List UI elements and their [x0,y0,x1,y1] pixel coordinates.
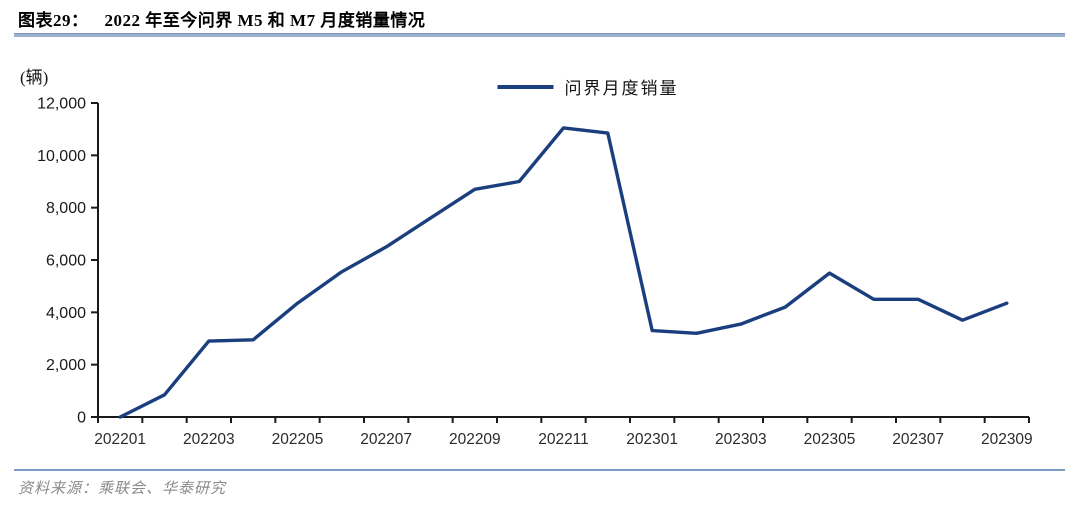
figure-title: 2022 年至今问界 M5 和 M7 月度销量情况 [104,11,426,30]
title-divider [14,33,1065,37]
legend-label: 问界月度销量 [564,79,679,98]
x-axis-tick-label: 202207 [360,431,412,448]
sales-line-series [118,126,1009,419]
source-note: 资料来源：乘联会、华泰研究 [18,481,227,497]
x-axis-tick-label: 202201 [94,431,146,448]
footer-divider [14,469,1065,471]
y-axis-tick-label: 6,000 [46,253,86,270]
x-axis-tick-label: 202203 [183,431,235,448]
x-axis-tick-label: 202209 [449,431,501,448]
figure-header: 图表29： 2022 年至今问界 M5 和 M7 月度销量情况 [18,6,425,31]
y-axis-tick-label: 2,000 [46,357,86,374]
x-axis-tick-label: 202303 [715,431,767,448]
y-axis-tick-label: 12,000 [37,96,86,113]
y-axis-tick-label: 10,000 [37,148,86,165]
legend-line-swatch [497,84,554,89]
y-axis-tick-label: 4,000 [46,305,86,322]
y-axis-tick-label: 8,000 [46,200,86,217]
x-axis-tick-label: 202301 [626,431,678,448]
figure-number-label: 图表29： [18,11,89,30]
y-axis-unit-label: (辆) [20,68,49,87]
x-axis-tick-label: 202205 [272,431,324,448]
chart-legend: 问界月度销量 [497,74,679,99]
y-axis-tick-label: 0 [77,410,86,427]
x-axis-tick-label: 202307 [892,431,944,448]
x-axis-tick-label: 202309 [981,431,1033,448]
x-axis-tick-label: 202305 [804,431,856,448]
x-axis-tick-label: 202211 [538,431,589,448]
